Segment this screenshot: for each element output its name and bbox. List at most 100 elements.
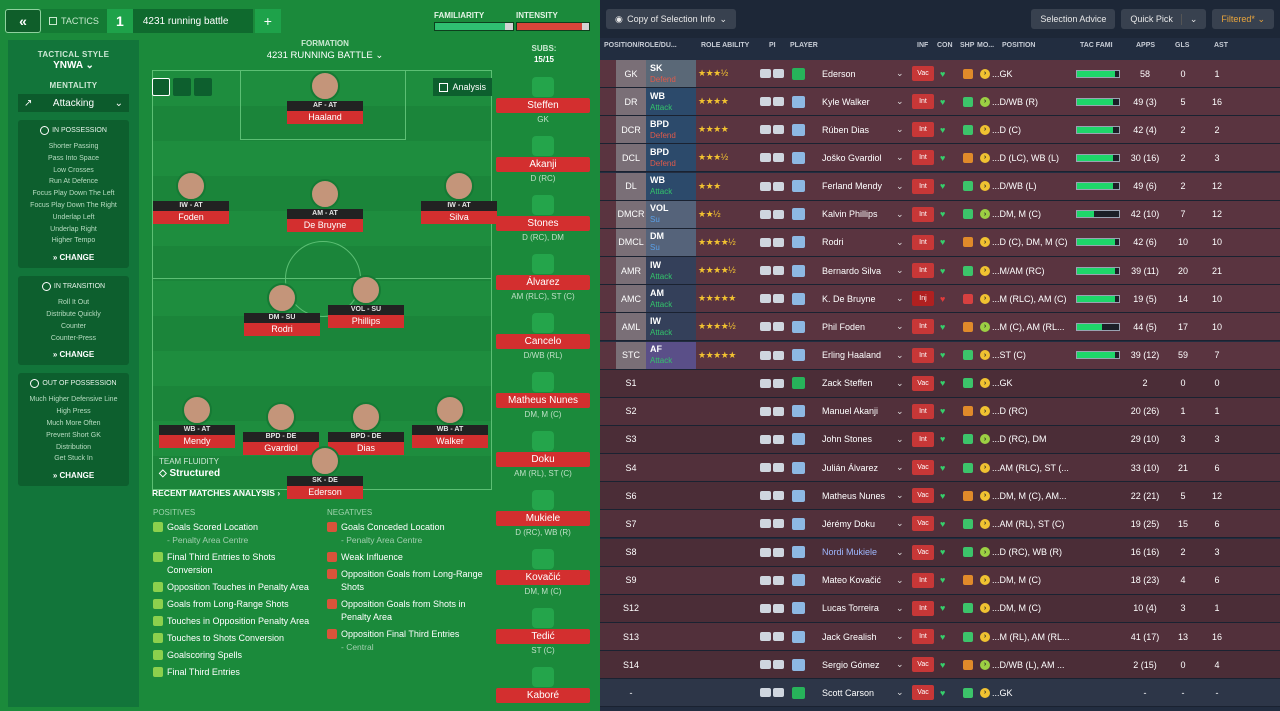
table-row[interactable]: S2 Manuel Akanji ⌄ Int ♥ › ...D (RC) 20 (26) 1 1 bbox=[600, 397, 1280, 426]
role-cell[interactable]: VOL Su bbox=[646, 200, 696, 228]
pi-icons[interactable] bbox=[760, 229, 784, 256]
role-cell[interactable]: WB Attack bbox=[646, 172, 696, 200]
table-row[interactable]: DCL BPD Defend ★★★½ Joško Gvardiol ⌄ Int ♥ › ...D… bbox=[600, 144, 1280, 173]
analysis-button[interactable]: Analysis bbox=[433, 78, 492, 96]
analysis-title[interactable]: RECENT MATCHES ANALYSIS › bbox=[152, 488, 281, 498]
column-header[interactable]: GLS bbox=[1175, 42, 1190, 49]
role-cell[interactable]: IW Attack bbox=[646, 257, 696, 285]
player-name-cell[interactable]: Joško Gvardiol bbox=[822, 152, 882, 163]
pi-icons[interactable] bbox=[760, 88, 784, 115]
chevron-down-icon[interactable]: ⌄ bbox=[896, 574, 904, 585]
player-name-cell[interactable]: Lucas Torreira bbox=[822, 603, 879, 614]
stats-view-button[interactable] bbox=[173, 78, 191, 96]
player-name-cell[interactable]: Rodri bbox=[822, 237, 844, 248]
player-card[interactable]: DM - SU Rodri bbox=[244, 283, 320, 336]
chevron-down-icon[interactable]: ⌄ bbox=[896, 377, 904, 388]
player-name-cell[interactable]: Nordi Mukiele bbox=[822, 547, 878, 558]
player-name-cell[interactable]: Rúben Dias bbox=[822, 124, 870, 135]
pi-icons[interactable] bbox=[760, 595, 784, 622]
change-in-possession-button[interactable]: » CHANGE bbox=[52, 253, 95, 263]
chevron-down-icon[interactable]: ⌄ bbox=[896, 490, 904, 501]
role-cell[interactable] bbox=[646, 510, 696, 537]
table-row[interactable]: DL WB Attack ★★★ Ferland Mendy ⌄ Int ♥ › ...D/WB … bbox=[600, 172, 1280, 201]
chevron-down-icon[interactable]: ⌄ bbox=[896, 602, 904, 613]
role-cell[interactable]: BPD Defend bbox=[646, 144, 696, 172]
player-name-cell[interactable]: Mateo Kovačić bbox=[822, 575, 882, 586]
pi-icons[interactable] bbox=[760, 651, 784, 678]
player-card[interactable]: WB - AT Walker bbox=[412, 395, 488, 448]
pi-icons[interactable] bbox=[760, 116, 784, 143]
table-row[interactable]: S3 John Stones ⌄ Int ♥ › ...D (RC), DM 29 (10) 3… bbox=[600, 425, 1280, 454]
player-card[interactable]: SK - DE Ederson bbox=[287, 446, 363, 499]
chevron-down-icon[interactable]: ⌄ bbox=[896, 180, 904, 191]
pi-icons[interactable] bbox=[760, 567, 784, 594]
table-row[interactable]: GK SK Defend ★★★½ Ederson ⌄ Vac ♥ › ...GK 58 0 1 bbox=[600, 60, 1280, 88]
chevron-down-icon[interactable]: ⌄ bbox=[896, 265, 904, 276]
player-view-button[interactable] bbox=[152, 78, 170, 96]
pi-icons[interactable] bbox=[760, 285, 784, 312]
role-cell[interactable] bbox=[646, 426, 696, 453]
column-header[interactable]: SHP bbox=[960, 42, 975, 49]
table-row[interactable]: STC AF Attack ★★★★★ Erling Haaland ⌄ Int ♥ › ...S… bbox=[600, 341, 1280, 370]
role-cell[interactable] bbox=[646, 623, 696, 650]
table-row[interactable]: S7 Jérémy Doku ⌄ Vac ♥ › ...AM (RL), ST (C) 19 … bbox=[600, 510, 1280, 539]
player-card[interactable]: BPD - DE Gvardiol bbox=[243, 402, 319, 455]
sub-player[interactable]: Akanji D (RC) bbox=[496, 136, 590, 183]
pi-icons[interactable] bbox=[760, 144, 784, 171]
column-header[interactable]: INF bbox=[917, 42, 929, 49]
player-card[interactable]: IW - AT Foden bbox=[153, 171, 229, 224]
player-name-cell[interactable]: Ederson bbox=[822, 68, 856, 79]
chevron-down-icon[interactable]: ⌄ bbox=[896, 462, 904, 473]
role-cell[interactable] bbox=[646, 595, 696, 622]
role-cell[interactable] bbox=[646, 539, 696, 566]
player-card[interactable]: IW - AT Silva bbox=[421, 171, 497, 224]
pi-icons[interactable] bbox=[760, 398, 784, 425]
column-header[interactable]: AST bbox=[1214, 42, 1228, 49]
role-cell[interactable]: WB Attack bbox=[646, 88, 696, 116]
role-cell[interactable] bbox=[646, 454, 696, 481]
chevron-down-icon[interactable]: ⌄ bbox=[896, 321, 904, 332]
table-row[interactable]: S6 Matheus Nunes ⌄ Vac ♥ › ...DM, M (C), AM...… bbox=[600, 482, 1280, 511]
quick-pick-button[interactable]: Quick Pick ⌄ bbox=[1121, 9, 1207, 29]
chevron-down-icon[interactable]: ⌄ bbox=[896, 293, 904, 304]
change-in-transition-button[interactable]: » CHANGE bbox=[52, 350, 95, 360]
table-row[interactable]: AMC AM Attack ★★★★★ K. De Bruyne ⌄ Inj ♥ › ...M (… bbox=[600, 285, 1280, 314]
role-cell[interactable]: SK Defend bbox=[646, 60, 696, 87]
player-card[interactable]: AM - AT De Bruyne bbox=[287, 179, 363, 232]
chevron-down-icon[interactable]: ⌄ bbox=[896, 518, 904, 529]
sub-player[interactable]: Cancelo D/WB (RL) bbox=[496, 313, 590, 360]
pi-icons[interactable] bbox=[760, 482, 784, 509]
player-name-cell[interactable]: Matheus Nunes bbox=[822, 490, 886, 501]
role-cell[interactable] bbox=[646, 398, 696, 425]
pi-icons[interactable] bbox=[760, 313, 784, 340]
table-row[interactable]: DCR BPD Defend ★★★★ Rúben Dias ⌄ Int ♥ › ...D (C)… bbox=[600, 116, 1280, 145]
column-header[interactable]: ROLE ABILITY bbox=[701, 42, 750, 49]
add-tactic-button[interactable]: + bbox=[254, 9, 281, 33]
sub-player[interactable]: Steffen GK bbox=[496, 77, 590, 124]
player-card[interactable]: WB - AT Mendy bbox=[159, 395, 235, 448]
player-name-cell[interactable]: Zack Steffen bbox=[822, 378, 873, 389]
role-cell[interactable]: AF Attack bbox=[646, 341, 696, 369]
table-row[interactable]: DMCR VOL Su ★★½ Kalvin Phillips ⌄ Int ♥ › ...DM, … bbox=[600, 200, 1280, 229]
player-name-cell[interactable]: John Stones bbox=[822, 434, 873, 445]
chevron-down-icon[interactable]: ⌄ bbox=[896, 546, 904, 557]
sub-player[interactable]: Kaboré bbox=[496, 667, 590, 705]
player-name-cell[interactable]: Erling Haaland bbox=[822, 350, 882, 360]
role-cell[interactable]: BPD Defend bbox=[646, 116, 696, 144]
table-row[interactable]: - Scott Carson ⌄ Vac ♥ › ...GK - - - bbox=[600, 679, 1280, 708]
role-cell[interactable] bbox=[646, 679, 696, 706]
pi-icons[interactable] bbox=[760, 257, 784, 284]
kit-view-button[interactable] bbox=[194, 78, 212, 96]
chevron-down-icon[interactable]: ⌄ bbox=[896, 433, 904, 444]
pi-icons[interactable] bbox=[760, 370, 784, 397]
pi-icons[interactable] bbox=[760, 679, 784, 706]
player-name-cell[interactable]: Ferland Mendy bbox=[822, 181, 883, 192]
player-name-cell[interactable]: Kalvin Phillips bbox=[822, 209, 878, 220]
table-row[interactable]: S12 Lucas Torreira ⌄ Int ♥ › ...DM, M (C) 10 (4… bbox=[600, 594, 1280, 623]
column-header[interactable]: APPS bbox=[1136, 42, 1156, 49]
role-cell[interactable] bbox=[646, 370, 696, 397]
pi-icons[interactable] bbox=[760, 454, 784, 481]
sub-player[interactable]: Stones D (RC), DM bbox=[496, 195, 590, 242]
column-header[interactable]: TAC FAMI bbox=[1080, 42, 1113, 49]
player-name-cell[interactable]: Jérémy Doku bbox=[822, 518, 876, 529]
